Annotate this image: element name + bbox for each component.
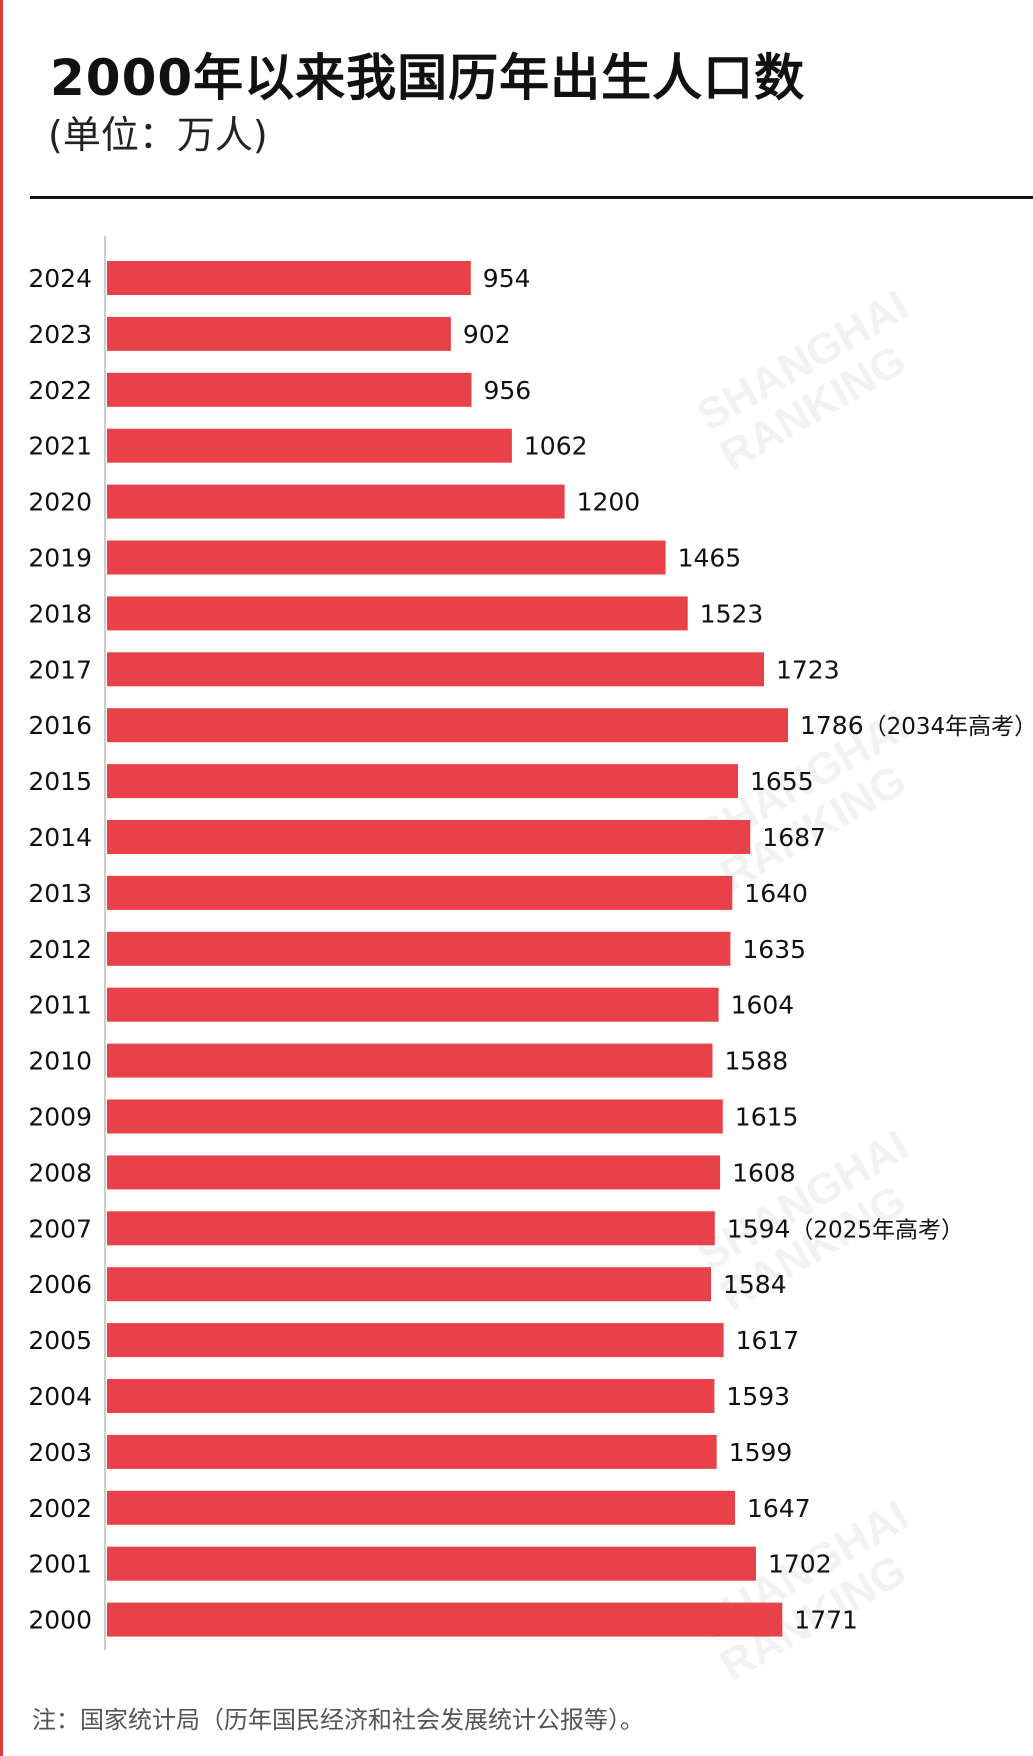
category-label: 2011 — [28, 991, 92, 1020]
category-label: 2019 — [28, 544, 92, 573]
category-label: 2017 — [28, 655, 92, 684]
value-label: 1702 — [768, 1550, 832, 1579]
bar-2008 — [107, 1155, 721, 1190]
value-label: 1599 — [729, 1438, 793, 1467]
category-label: 2015 — [28, 767, 92, 796]
annotation-label: （2034年高考） — [864, 714, 1033, 740]
bar-2012 — [107, 931, 731, 966]
category-label: 2018 — [28, 599, 92, 628]
value-label: 1584 — [723, 1270, 787, 1299]
bar-2024 — [107, 261, 471, 295]
category-label: 2016 — [28, 711, 92, 740]
value-label: 956 — [484, 376, 532, 405]
value-label: 1723 — [776, 655, 840, 684]
value-label: 1635 — [742, 935, 806, 964]
category-label: 2008 — [28, 1158, 92, 1187]
category-label: 2002 — [28, 1494, 92, 1523]
category-label: 2023 — [28, 320, 92, 349]
bar-2014 — [107, 820, 751, 854]
bar-2023 — [107, 316, 451, 351]
category-label: 2005 — [28, 1326, 92, 1355]
bar-2009 — [107, 1099, 723, 1134]
category-label: 2006 — [28, 1270, 92, 1299]
value-label: 1200 — [577, 488, 641, 517]
category-label: 2012 — [28, 935, 92, 964]
bar-2007 — [107, 1211, 715, 1246]
bar-2000 — [107, 1602, 783, 1637]
source-note: 注：国家统计局（历年国民经济和社会发展统计公报等）。 — [32, 1706, 644, 1734]
category-label: 2000 — [28, 1606, 92, 1635]
left-accent-edge — [0, 0, 3, 1756]
title-divider — [30, 196, 1033, 199]
category-label: 2020 — [28, 488, 92, 517]
value-label: 1647 — [747, 1494, 811, 1523]
value-label: 954 — [483, 264, 531, 293]
value-label: 1687 — [762, 823, 826, 852]
bar-2003 — [107, 1434, 717, 1469]
bar-2004 — [107, 1379, 715, 1413]
bar-2013 — [107, 875, 733, 910]
value-label: 1615 — [735, 1103, 799, 1132]
chart-subtitle: (单位：万人) — [48, 113, 268, 157]
bar-2018 — [107, 596, 688, 631]
value-label: 1594（2025年高考） — [727, 1214, 964, 1243]
bar-2022 — [107, 372, 472, 407]
value-label: 1786（2034年高考） — [800, 711, 1033, 740]
bar-2006 — [107, 1267, 711, 1302]
bar-2002 — [107, 1490, 735, 1525]
chart-title: 2000年以来我国历年出生人口数 — [50, 49, 806, 107]
category-label: 2001 — [28, 1550, 92, 1579]
value-label: 1523 — [700, 599, 764, 628]
value-label: 1608 — [732, 1158, 796, 1187]
annotation-label: （2025年高考） — [790, 1217, 964, 1243]
bar-2015 — [107, 764, 738, 799]
bar-2001 — [107, 1546, 756, 1581]
bar-2011 — [107, 987, 719, 1022]
bar-2016 — [107, 708, 788, 743]
bar-chart: 2024 954 2023 902 2022 956 2021 1062 2020 1200 201… — [28, 236, 1033, 1650]
bar-2020 — [107, 484, 565, 519]
category-label: 2010 — [28, 1047, 92, 1076]
bar-2017 — [107, 652, 764, 687]
value-label: 1617 — [736, 1326, 800, 1355]
bar-2019 — [107, 540, 666, 575]
bar-2005 — [107, 1323, 724, 1358]
value-label: 1588 — [725, 1047, 789, 1076]
category-label: 2024 — [28, 264, 92, 293]
value-label: 1465 — [678, 544, 742, 573]
value-label: 1640 — [744, 879, 808, 908]
value-label: 1604 — [731, 991, 795, 1020]
value-label: 1593 — [726, 1382, 790, 1411]
value-label: 1655 — [750, 767, 814, 796]
bar-2010 — [107, 1043, 713, 1078]
category-label: 2003 — [28, 1438, 92, 1467]
category-label: 2013 — [28, 879, 92, 908]
bar-2021 — [107, 428, 512, 463]
category-label: 2014 — [28, 823, 92, 852]
category-label: 2004 — [28, 1382, 92, 1411]
category-label: 2022 — [28, 376, 92, 405]
value-label: 1771 — [794, 1606, 858, 1635]
category-label: 2009 — [28, 1103, 92, 1132]
category-label: 2021 — [28, 432, 92, 461]
value-label: 1062 — [524, 432, 588, 461]
category-label: 2007 — [28, 1214, 92, 1243]
value-label: 902 — [463, 320, 511, 349]
